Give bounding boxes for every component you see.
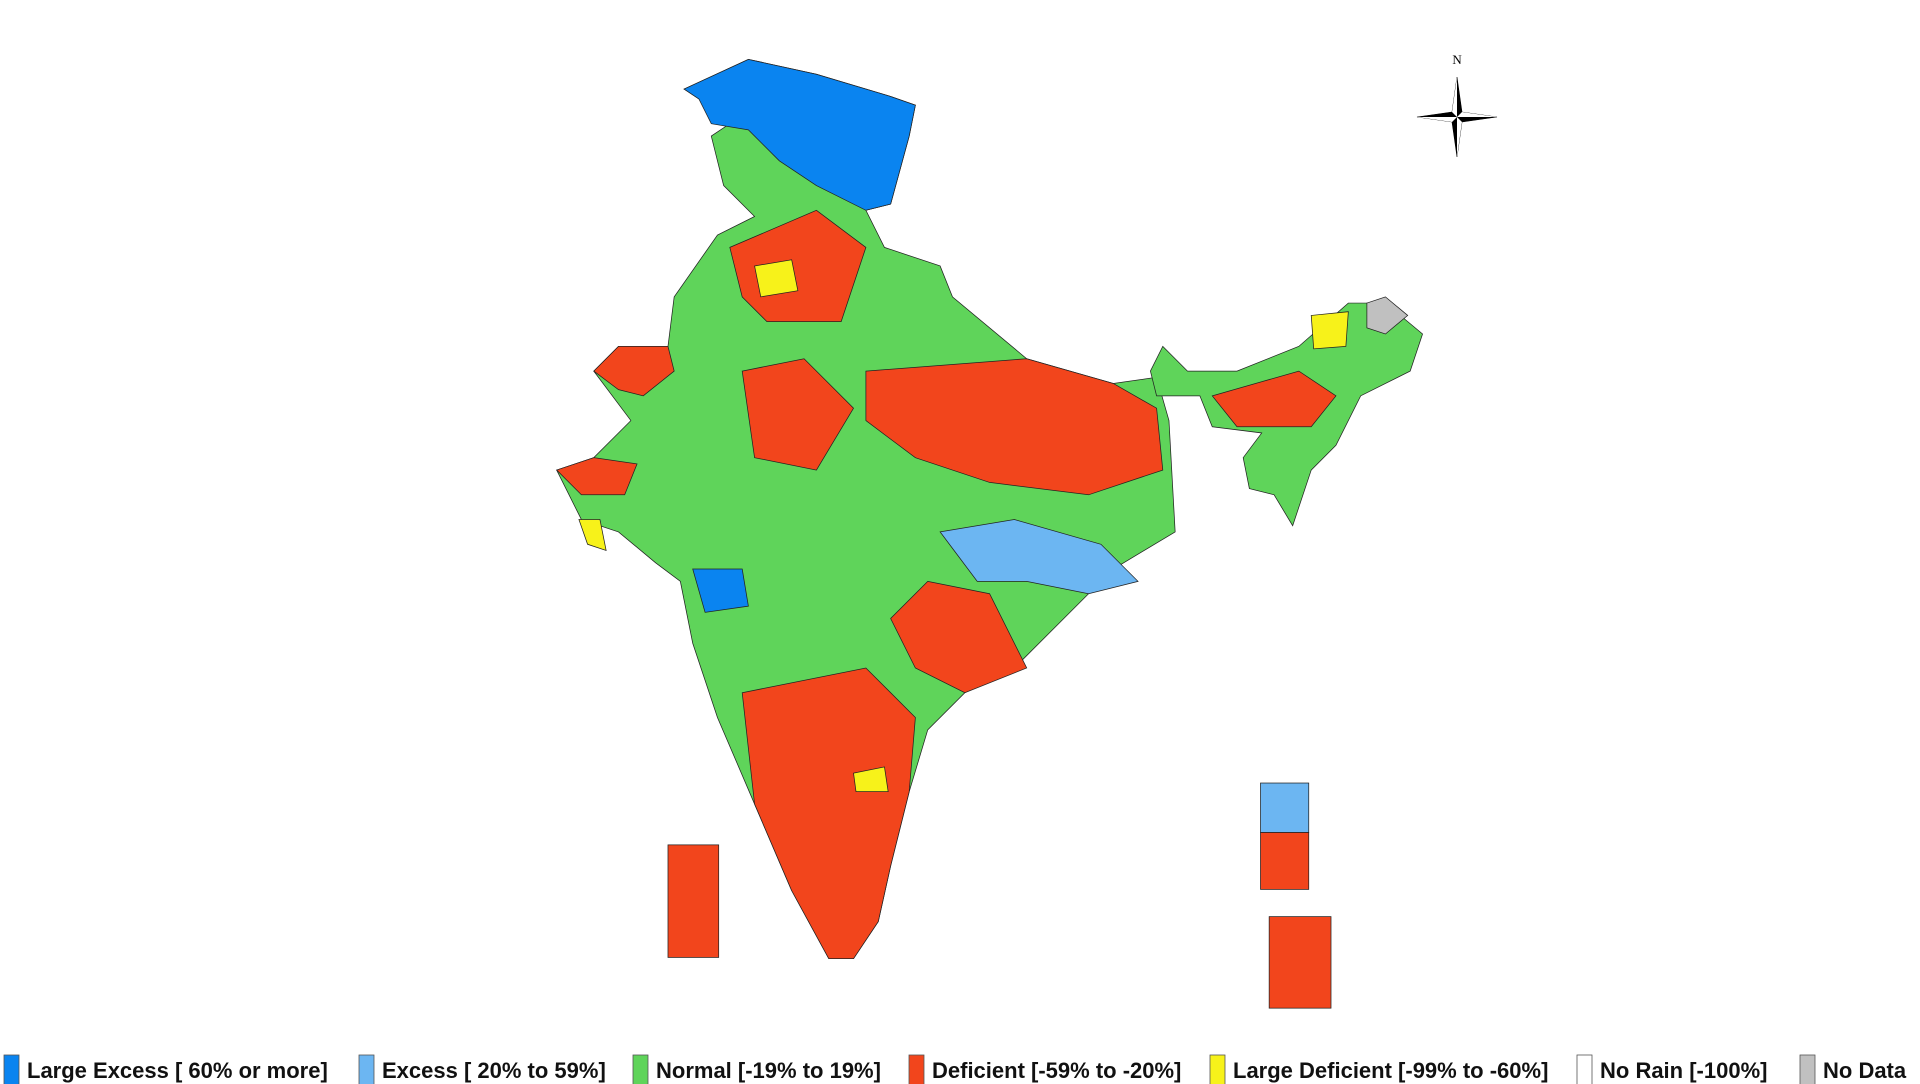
legend: Large Excess [ 60% or more] Excess [ 20% … bbox=[3, 1054, 1907, 1084]
region bbox=[741, 358, 854, 471]
legend-label: No Rain [-100%] bbox=[1600, 1058, 1767, 1083]
legend-swatch bbox=[3, 1054, 20, 1084]
legend-label: Excess [ 20% to 59%] bbox=[382, 1058, 606, 1083]
legend-label: Large Deficient [-99% to -60%] bbox=[1233, 1058, 1548, 1083]
legend-label: Large Excess [ 60% or more] bbox=[27, 1058, 328, 1083]
inset-lakshadweep bbox=[667, 844, 720, 958]
region bbox=[853, 766, 889, 793]
region bbox=[741, 667, 916, 960]
legend-swatch bbox=[908, 1054, 925, 1084]
legend-label: Deficient [-59% to -20%] bbox=[932, 1058, 1181, 1083]
region bbox=[1366, 296, 1409, 335]
region bbox=[1211, 370, 1337, 428]
region bbox=[939, 519, 1139, 595]
india-map bbox=[555, 58, 1423, 1009]
region bbox=[865, 358, 1164, 496]
legend-swatch bbox=[1209, 1054, 1226, 1084]
legend-label: Normal [-19% to 19%] bbox=[656, 1058, 881, 1083]
kashmir bbox=[683, 58, 916, 211]
region bbox=[754, 259, 799, 298]
legend-swatch bbox=[1799, 1054, 1816, 1084]
inset-andaman-south bbox=[1260, 832, 1310, 890]
inset-andaman-north bbox=[1260, 782, 1310, 833]
region bbox=[593, 345, 675, 397]
region bbox=[555, 457, 638, 496]
region bbox=[1310, 311, 1349, 350]
region bbox=[692, 568, 749, 613]
inset-nicobar bbox=[1268, 916, 1332, 1009]
legend-swatch bbox=[358, 1054, 375, 1084]
compass-label: N bbox=[1452, 52, 1462, 67]
compass-rose-light bbox=[1417, 77, 1497, 157]
legend-label: No Data bbox=[1823, 1058, 1907, 1083]
compass: N bbox=[1416, 52, 1498, 158]
legend-swatch bbox=[1576, 1054, 1593, 1084]
legend-swatch bbox=[632, 1054, 649, 1084]
region bbox=[578, 519, 607, 552]
region bbox=[890, 580, 1028, 694]
